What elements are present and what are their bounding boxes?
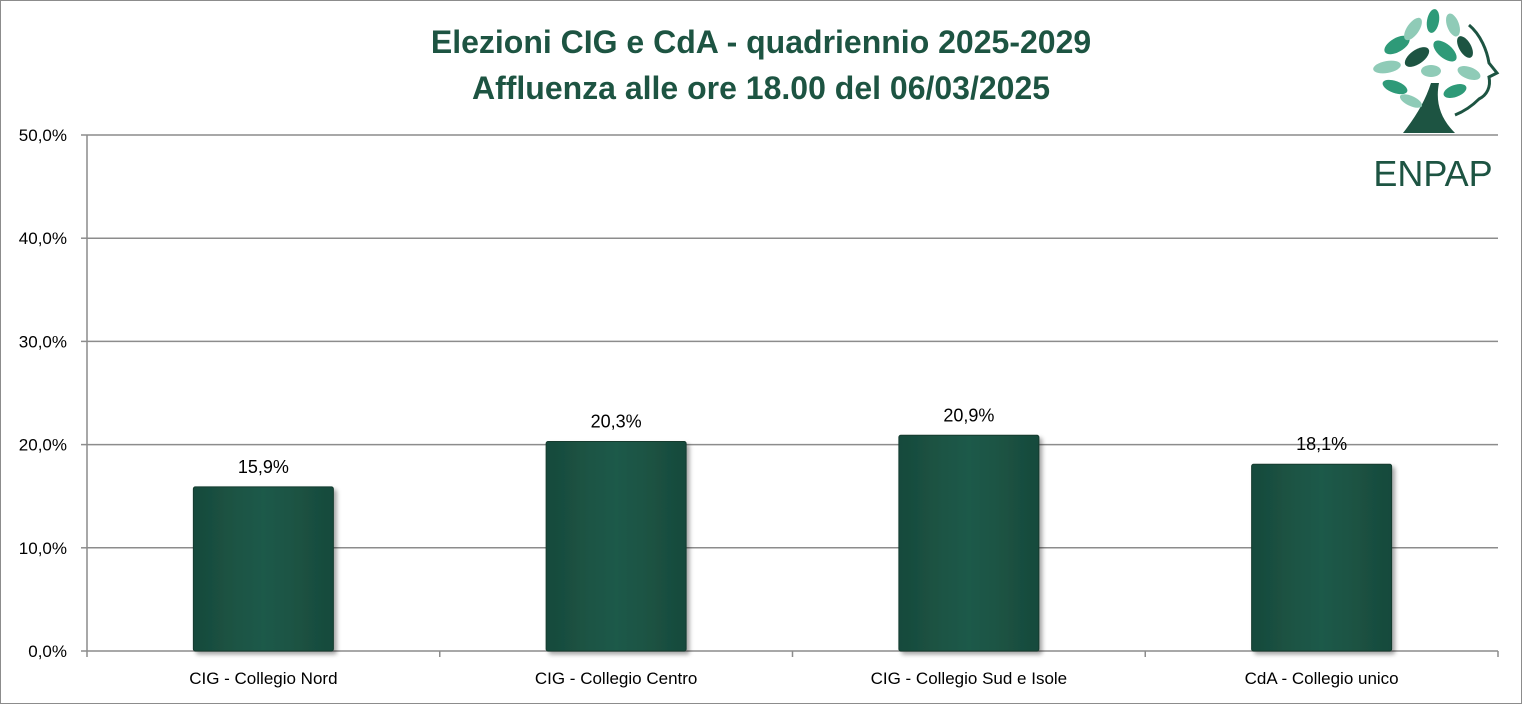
tree-face-logo-icon: ENPAP <box>1373 9 1500 194</box>
logo-text: ENPAP <box>1373 153 1492 194</box>
y-tick-label: 40,0% <box>19 229 67 248</box>
bar <box>192 486 334 652</box>
y-tick-label: 20,0% <box>19 436 67 455</box>
chart-subtitle: Affluenza alle ore 18.00 del 06/03/2025 <box>472 70 1050 106</box>
x-tick-label: CIG - Collegio Nord <box>189 669 337 688</box>
labels: 0,0% 10,0% 20,0% 30,0% 40,0% 50,0% 15,9% CIG - … <box>19 126 1399 688</box>
data-label: 20,9% <box>943 405 994 425</box>
bar-series <box>192 434 1393 652</box>
y-tick-label: 0,0% <box>28 642 67 661</box>
bar <box>898 434 1040 652</box>
bar <box>1251 463 1393 652</box>
data-label: 18,1% <box>1296 434 1347 454</box>
y-tick-label: 50,0% <box>19 126 67 145</box>
x-tick-label: CIG - Collegio Centro <box>535 669 698 688</box>
bar <box>545 441 687 652</box>
x-tick-label: CIG - Collegio Sud e Isole <box>871 669 1068 688</box>
y-tick-label: 10,0% <box>19 539 67 558</box>
data-label: 15,9% <box>238 457 289 477</box>
chart-title: Elezioni CIG e CdA - quadriennio 2025-20… <box>431 24 1091 60</box>
data-label: 20,3% <box>591 412 642 432</box>
x-tick-label: CdA - Collegio unico <box>1245 669 1399 688</box>
y-tick-label: 30,0% <box>19 332 67 351</box>
